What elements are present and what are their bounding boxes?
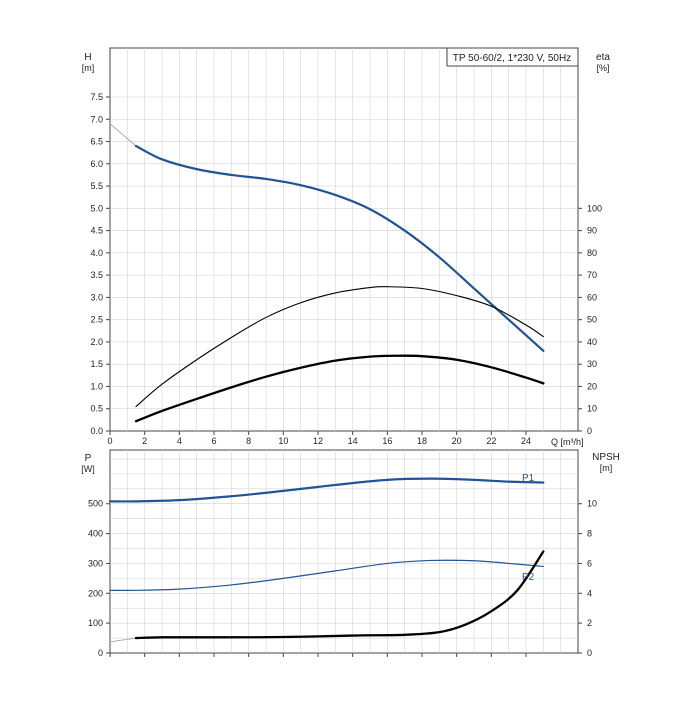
efficiency-tick-label: 40 <box>587 337 597 347</box>
head-tick-label: 2.0 <box>90 337 103 347</box>
npsh-tick-label: 8 <box>587 529 592 539</box>
series-extrapolation-h <box>109 123 137 147</box>
head-efficiency-panel: 0 2 4 6 8 10 12 14 16 18 20 22 240.00.51.01.52.02.53… <box>82 47 610 447</box>
efficiency-tick-label: 50 <box>587 315 597 325</box>
head-tick-label: 0.0 <box>90 426 103 436</box>
efficiency-tick-label: 100 <box>587 203 602 213</box>
head-panel-grid <box>110 48 578 431</box>
head-panel-ticks: 0 2 4 6 8 10 12 14 16 18 20 22 240.00.51.01.52.02.53… <box>90 92 602 446</box>
flow-tick-label: 22 <box>486 436 496 446</box>
flow-tick-label: 24 <box>521 436 531 446</box>
power-npsh-panel: 0 100 200 300 400 500 0 2 4 6 8 10 P [W] NPSH [m] P… <box>81 449 620 658</box>
head-tick-label: 5.5 <box>90 181 103 191</box>
power-panel-grid <box>110 450 578 653</box>
series-line-eta-thick <box>134 354 545 423</box>
npsh-tick-label: 4 <box>587 588 592 598</box>
flow-tick-label: 8 <box>246 436 251 446</box>
head-tick-label: 7.0 <box>90 114 103 124</box>
power-panel-frame <box>109 449 579 654</box>
efficiency-tick-label: 60 <box>587 292 597 302</box>
head-panel-series <box>109 123 545 423</box>
power-panel-ticks: 0 100 200 300 400 500 0 2 4 6 8 10 <box>88 499 597 658</box>
npsh-tick-label: 6 <box>587 558 592 568</box>
efficiency-tick-label: 30 <box>587 359 597 369</box>
efficiency-axis-unit: [%] <box>596 63 609 73</box>
p2-series-label: P2 <box>522 572 535 583</box>
chart-title-box: TP 50-60/2, 1*230 V, 50Hz <box>446 47 579 67</box>
chart-title: TP 50-60/2, 1*230 V, 50Hz <box>453 53 571 64</box>
npsh-tick-label: 2 <box>587 618 592 628</box>
head-tick-label: 6.5 <box>90 137 103 147</box>
head-tick-label: 1.0 <box>90 381 103 391</box>
power-panel-series <box>108 477 545 643</box>
p1-series-label: P1 <box>522 473 535 484</box>
flow-tick-label: 16 <box>382 436 392 446</box>
flow-tick-label: 6 <box>211 436 216 446</box>
head-tick-label: 4.0 <box>90 248 103 258</box>
npsh-axis-unit: [m] <box>600 463 613 473</box>
head-panel-frame <box>109 47 579 432</box>
head-tick-label: 3.0 <box>90 292 103 302</box>
npsh-axis-label: NPSH <box>592 452 620 463</box>
power-tick-label: 300 <box>88 558 103 568</box>
series-line-eta-thin <box>135 286 544 408</box>
series-line-p1 <box>108 477 545 503</box>
chart-title-frame <box>446 47 579 67</box>
head-axis-unit: [m] <box>82 63 95 73</box>
head-tick-label: 3.5 <box>90 270 103 280</box>
head-tick-label: 6.0 <box>90 159 103 169</box>
flow-tick-label: 14 <box>348 436 358 446</box>
flow-axis-label: Q [m³/h] <box>551 437 584 447</box>
power-axis-unit: [W] <box>81 464 95 474</box>
npsh-tick-label: 0 <box>587 648 592 658</box>
power-tick-label: 0 <box>98 648 103 658</box>
power-axis-label: P <box>85 453 92 464</box>
flow-tick-label: 0 <box>107 436 112 446</box>
flow-tick-label: 18 <box>417 436 427 446</box>
efficiency-axis-label: eta <box>596 52 610 63</box>
series-line-h <box>134 144 545 352</box>
npsh-tick-label: 10 <box>587 499 597 509</box>
efficiency-tick-label: 90 <box>587 226 597 236</box>
head-tick-label: 7.5 <box>90 92 103 102</box>
efficiency-tick-label: 0 <box>587 426 592 436</box>
power-tick-label: 400 <box>88 529 103 539</box>
power-tick-label: 200 <box>88 588 103 598</box>
series-extrapolation-npsh <box>109 637 137 643</box>
efficiency-tick-label: 10 <box>587 404 597 414</box>
head-tick-label: 4.5 <box>90 226 103 236</box>
power-tick-label: 100 <box>88 618 103 628</box>
head-axis-label: H <box>84 52 91 63</box>
efficiency-tick-label: 70 <box>587 270 597 280</box>
flow-tick-label: 20 <box>452 436 462 446</box>
head-tick-label: 0.5 <box>90 404 103 414</box>
flow-tick-label: 4 <box>177 436 182 446</box>
efficiency-tick-label: 80 <box>587 248 597 258</box>
head-tick-label: 2.5 <box>90 315 103 325</box>
head-tick-label: 5.0 <box>90 203 103 213</box>
series-line-p2 <box>109 559 544 591</box>
series-line-npsh <box>134 550 545 640</box>
flow-tick-label: 2 <box>142 436 147 446</box>
efficiency-tick-label: 20 <box>587 381 597 391</box>
flow-tick-label: 12 <box>313 436 323 446</box>
flow-tick-label: 10 <box>278 436 288 446</box>
power-tick-label: 500 <box>88 499 103 509</box>
head-tick-label: 1.5 <box>90 359 103 369</box>
